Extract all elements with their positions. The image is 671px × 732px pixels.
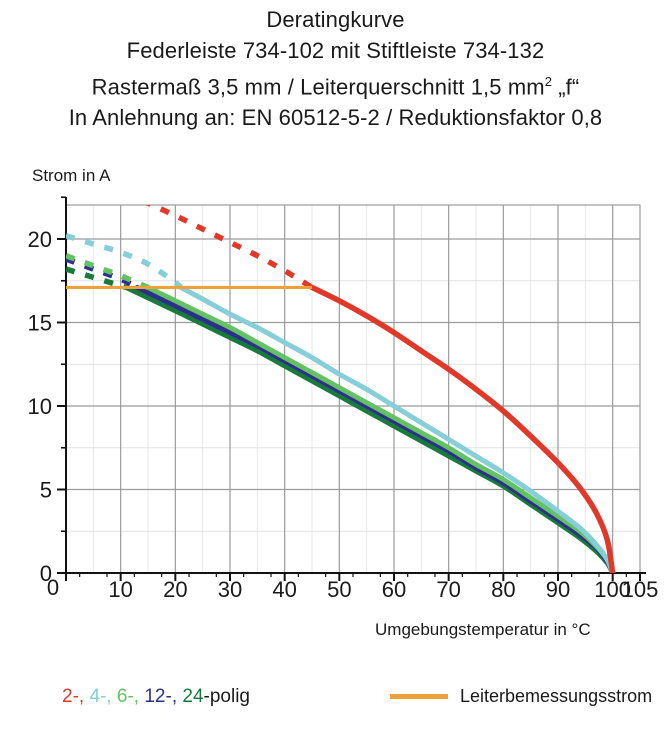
x-tick-label: 20 <box>163 577 187 602</box>
legend-series-part-2: 6-, <box>116 686 145 707</box>
chart-title-block: Deratingkurve Federleiste 734-102 mit St… <box>0 4 671 133</box>
x-tick-label: 30 <box>218 577 242 602</box>
y-axis-label: Strom in A <box>32 166 111 185</box>
x-tick-label: 100 <box>594 577 631 602</box>
x-tick-label: 40 <box>272 577 296 602</box>
legend-series-part-5: -polig <box>203 686 251 707</box>
title-line-3: Rastermaß 3,5 mm / Leiterquerschnitt 1,5… <box>0 66 671 102</box>
y-tick-label: 10 <box>28 394 52 419</box>
curve-solid-4-polig <box>178 284 616 573</box>
x-axis-label: Umgebungstemperatur in °C <box>375 620 591 639</box>
y-tick-label: 5 <box>40 478 52 503</box>
title-line-1: Deratingkurve <box>266 7 405 32</box>
curve-dashed-6-polig <box>66 253 150 290</box>
legend-series-poles: 2-, 4-, 6-, 12-, 24-polig <box>62 686 250 708</box>
x-tick-label: 70 <box>436 577 460 602</box>
curve-dashed-24-polig <box>66 266 127 291</box>
x-tick-label: 10 <box>108 577 132 602</box>
curve-dashed-2-polig <box>145 205 314 290</box>
curve-solid-24-polig <box>123 284 616 573</box>
curve-solid-12-polig <box>134 284 616 573</box>
x-tick-label: 50 <box>327 577 351 602</box>
legend-series-part-3: 12-, <box>144 686 183 707</box>
x-tick-label: 105 <box>622 577 659 602</box>
chart-legend: 2-, 4-, 6-, 12-, 24-polig Leiterbemessun… <box>0 686 671 716</box>
title-line-3-post: „f“ <box>552 74 580 100</box>
legend-series-part-4: 24 <box>182 686 204 707</box>
curve-solid-2-polig <box>309 284 616 573</box>
legend-rated-current: Leiterbemessungsstrom <box>390 686 652 707</box>
x-tick-label: 80 <box>491 577 515 602</box>
x-tick-label: 0 <box>47 575 59 600</box>
curve-dashed-12-polig <box>66 256 139 290</box>
title-line-3-pre: Rastermaß 3,5 mm / Leiterquerschnitt 1,5… <box>91 74 545 100</box>
y-tick-label: 20 <box>28 227 52 252</box>
legend-series-part-0: 2-, <box>62 686 90 707</box>
rated-current-swatch <box>390 694 448 699</box>
x-tick-label: 60 <box>382 577 406 602</box>
y-tick-label: 0 <box>40 561 52 586</box>
title-line-4: In Anlehnung an: EN 60512-5-2 / Reduktio… <box>68 105 603 131</box>
title-line-3-superscript: 2 <box>544 74 553 89</box>
curve-dashed-4-polig <box>66 233 183 290</box>
legend-series-part-1: 4-, <box>89 686 117 707</box>
y-tick-label: 15 <box>28 311 52 336</box>
rated-current-label: Leiterbemessungsstrom <box>460 686 653 706</box>
curve-solid-6-polig <box>145 284 616 573</box>
curve-group <box>66 205 616 573</box>
title-line-2: Federleiste 734-102 mit Stiftleiste 734-… <box>126 38 545 63</box>
x-tick-label: 90 <box>546 577 570 602</box>
